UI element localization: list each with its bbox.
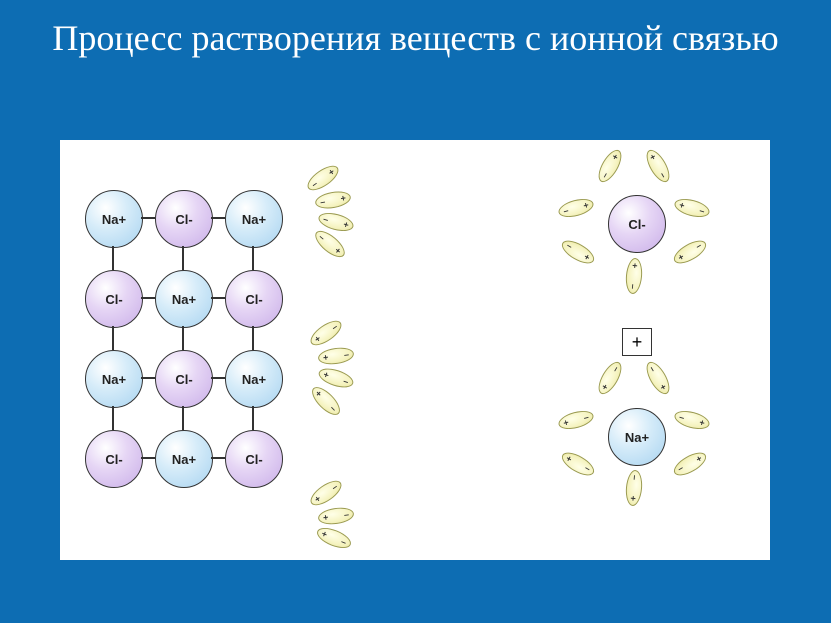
water-molecule: –+ bbox=[670, 236, 709, 268]
na-ion-hydrated: Na+ bbox=[608, 408, 666, 466]
water-molecule: +– bbox=[317, 346, 355, 367]
water-molecule: +– bbox=[307, 476, 346, 510]
bond-v bbox=[112, 406, 114, 430]
bond-h bbox=[141, 377, 155, 379]
bond-v bbox=[182, 246, 184, 270]
water-molecule: +– bbox=[670, 448, 709, 480]
bond-h bbox=[211, 297, 225, 299]
bond-h bbox=[211, 217, 225, 219]
cl-ion: Cl- bbox=[155, 350, 213, 408]
water-molecule: –+ bbox=[558, 448, 597, 480]
title-text: Процесс растворения веществ с ионной свя… bbox=[52, 18, 778, 58]
water-molecule: +– bbox=[307, 316, 346, 350]
water-molecule: –+ bbox=[594, 146, 626, 185]
cl-ion: Cl- bbox=[85, 270, 143, 328]
bond-h bbox=[141, 297, 155, 299]
cl-ion: Cl- bbox=[225, 270, 283, 328]
bond-h bbox=[141, 457, 155, 459]
water-molecule: +– bbox=[624, 257, 643, 294]
na-ion: Na+ bbox=[155, 430, 213, 488]
na-ion: Na+ bbox=[85, 190, 143, 248]
water-molecule: +– bbox=[557, 408, 596, 433]
na-ion: Na+ bbox=[225, 190, 283, 248]
bond-v bbox=[112, 246, 114, 270]
water-molecule: +– bbox=[314, 524, 353, 552]
diagram-panel: Na+Cl-Na+Cl-Na+Cl-Na+Cl-Na+Cl-Na+Cl-–+–+… bbox=[60, 140, 770, 560]
plus-symbol: + bbox=[622, 328, 652, 356]
water-molecule: +– bbox=[642, 146, 674, 185]
water-molecule: –+ bbox=[624, 469, 643, 506]
cl-ion-hydrated: Cl- bbox=[608, 195, 666, 253]
cl-ion: Cl- bbox=[155, 190, 213, 248]
bond-h bbox=[211, 457, 225, 459]
bond-h bbox=[141, 217, 155, 219]
na-ion: Na+ bbox=[225, 350, 283, 408]
water-molecule: –+ bbox=[311, 226, 349, 261]
bond-v bbox=[112, 326, 114, 350]
water-molecule: +– bbox=[308, 383, 345, 420]
bond-v bbox=[252, 406, 254, 430]
slide-title: Процесс растворения веществ с ионной свя… bbox=[0, 0, 831, 69]
water-molecule: –+ bbox=[673, 408, 712, 433]
bond-v bbox=[252, 246, 254, 270]
water-molecule: –+ bbox=[642, 358, 674, 397]
water-molecule: +– bbox=[594, 358, 626, 397]
cl-ion: Cl- bbox=[225, 430, 283, 488]
water-molecule: –+ bbox=[557, 196, 596, 221]
bond-v bbox=[182, 326, 184, 350]
na-ion: Na+ bbox=[155, 270, 213, 328]
water-molecule: +– bbox=[558, 236, 597, 268]
water-molecule: +– bbox=[316, 365, 355, 391]
cl-ion: Cl- bbox=[85, 430, 143, 488]
water-molecule: +– bbox=[673, 196, 712, 221]
water-molecule: –+ bbox=[314, 189, 352, 211]
bond-h bbox=[211, 377, 225, 379]
na-ion: Na+ bbox=[85, 350, 143, 408]
water-molecule: –+ bbox=[304, 161, 343, 195]
bond-v bbox=[252, 326, 254, 350]
bond-v bbox=[182, 406, 184, 430]
water-molecule: +– bbox=[317, 506, 355, 527]
